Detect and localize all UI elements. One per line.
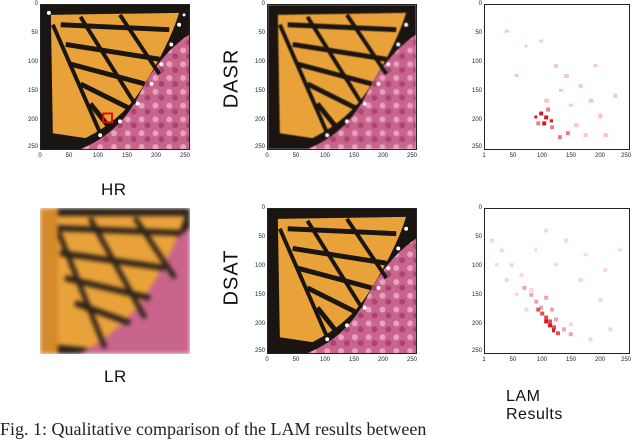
hr-ytick: 50 — [31, 30, 38, 36]
hr-ytick: 150 — [27, 88, 38, 94]
hr-xtick: 200 — [150, 153, 161, 159]
hr-xtick: 150 — [121, 153, 132, 159]
lam-caption: LAM Results — [506, 388, 563, 423]
dsat-xtick: 150 — [348, 357, 359, 363]
dasr-ytick: 200 — [254, 117, 265, 123]
dsat-image — [267, 208, 417, 354]
lam-dasr-xtick: 150 — [565, 153, 576, 159]
lam-dasr-ytick: 200 — [471, 117, 482, 123]
lam-dsat-ytick: 150 — [471, 292, 482, 298]
lam-dsat-ytick: 100 — [471, 263, 482, 269]
lam-dsat-ytick: 200 — [471, 321, 482, 327]
hr-region-box — [102, 112, 114, 124]
lam-dasr-xtick: 1 — [482, 153, 486, 159]
lam-dsat-xtick: 1 — [482, 357, 486, 363]
dasr-xtick: 0 — [265, 153, 269, 159]
hr-ytick: 100 — [27, 59, 38, 65]
lam-dsat-xtick: 150 — [565, 357, 576, 363]
lam-dasr-ytick: 50 — [475, 30, 482, 36]
lr-caption: LR — [104, 367, 127, 386]
dasr-ytick: 150 — [254, 88, 265, 94]
dsat-ytick: 100 — [254, 263, 265, 269]
dsat-xtick: 100 — [319, 357, 330, 363]
hr-xtick: 50 — [65, 153, 73, 159]
hr-caption: HR — [101, 180, 127, 199]
hr-image — [40, 4, 190, 150]
figure-caption: Fig. 1: Qualitative comparison of the LA… — [0, 419, 427, 439]
hr-ytick: 200 — [27, 117, 38, 123]
lam-dasr-ytick: 250 — [471, 144, 482, 150]
dasr-ytick: 250 — [254, 144, 265, 150]
row-label-dasr: DASR — [220, 48, 243, 109]
dasr-xtick: 100 — [319, 153, 330, 159]
dsat-xtick: 250 — [406, 357, 417, 363]
row-label-dsat: DSAT — [220, 249, 243, 306]
lam-dsat-ytick: 0 — [478, 205, 482, 211]
dsat-ytick: 250 — [254, 348, 265, 354]
dsat-ytick: 200 — [254, 321, 265, 327]
dasr-xtick: 250 — [406, 153, 417, 159]
lam-dsat-heatmap — [484, 208, 630, 354]
lam-dsat-xtick: 250 — [620, 357, 631, 363]
lam-dasr-ytick: 100 — [471, 59, 482, 65]
hr-xtick: 250 — [179, 153, 190, 159]
hr-ytick: 0 — [34, 1, 38, 7]
lam-dsat-ytick: 250 — [471, 348, 482, 354]
hr-ytick: 250 — [27, 144, 38, 150]
lr-image — [40, 208, 190, 354]
dsat-xtick: 200 — [377, 357, 388, 363]
hr-xtick: 100 — [92, 153, 103, 159]
lam-dasr-xtick: 250 — [620, 153, 631, 159]
dasr-image — [267, 4, 417, 150]
dsat-ytick: 0 — [261, 205, 265, 211]
dsat-xtick: 50 — [292, 357, 300, 363]
dasr-ytick: 100 — [254, 59, 265, 65]
lam-dasr-ytick: 150 — [471, 88, 482, 94]
hr-xtick: 0 — [38, 153, 42, 159]
lam-dasr-ytick: 0 — [478, 1, 482, 7]
dasr-ytick: 50 — [258, 30, 265, 36]
dsat-xtick: 0 — [265, 357, 269, 363]
lam-dasr-xtick: 200 — [594, 153, 605, 159]
lam-dsat-xtick: 100 — [536, 357, 547, 363]
dsat-ytick: 50 — [258, 234, 265, 240]
dasr-xtick: 200 — [377, 153, 388, 159]
lam-dasr-xtick: 100 — [536, 153, 547, 159]
lam-dsat-ytick: 50 — [475, 234, 482, 240]
lam-dsat-xtick: 50 — [509, 357, 517, 363]
dsat-ytick: 150 — [254, 292, 265, 298]
dasr-xtick: 50 — [292, 153, 300, 159]
dasr-ytick: 0 — [261, 1, 265, 7]
lam-dsat-xtick: 200 — [594, 357, 605, 363]
dasr-xtick: 150 — [348, 153, 359, 159]
lam-dasr-heatmap — [484, 4, 630, 150]
lam-dasr-xtick: 50 — [509, 153, 517, 159]
